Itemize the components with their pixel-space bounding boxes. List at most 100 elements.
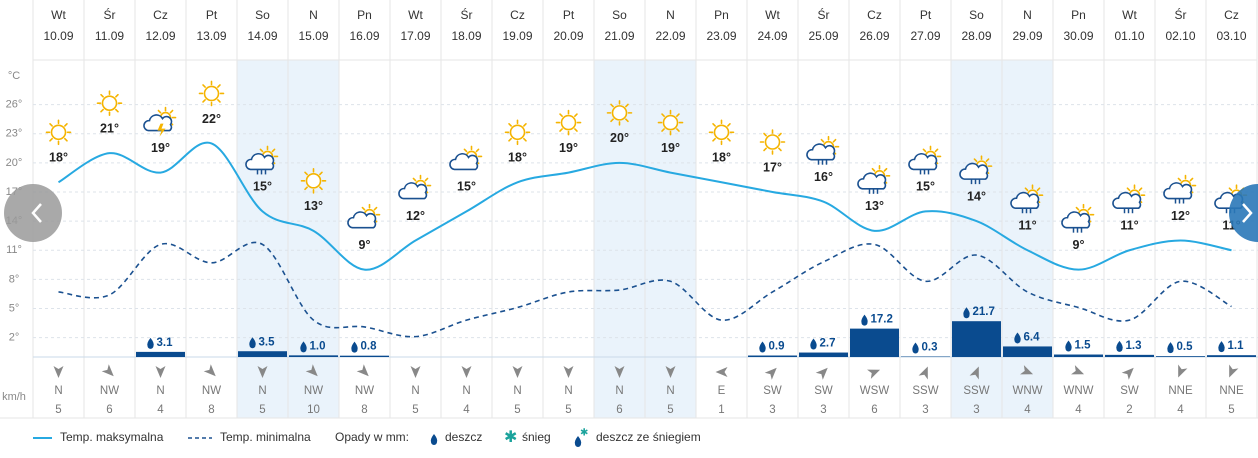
sun-ray (883, 167, 888, 172)
sun-ray (973, 158, 978, 162)
wind-arrow (257, 366, 268, 378)
cloud-icon (1061, 211, 1091, 229)
sun-disc (305, 173, 322, 189)
legend-snow: śnieg (522, 430, 551, 444)
sun-ray (985, 158, 990, 162)
wind-arrow (1178, 364, 1188, 378)
date-label: 29.09 (1012, 29, 1042, 43)
precip-bar (1105, 354, 1154, 357)
nav-next-circle[interactable] (1229, 184, 1258, 242)
wind-direction: N (54, 385, 62, 397)
sun-ray (676, 113, 680, 118)
max-temp-label: 21° (100, 121, 119, 135)
sun-ray (559, 113, 563, 118)
wind-arrow (53, 366, 64, 378)
drop-icon (249, 337, 256, 349)
wind-speed: 8 (208, 404, 214, 416)
weekend-shade (288, 60, 339, 418)
sun-disc (50, 124, 67, 141)
wind-direction: N (411, 385, 419, 397)
wind-direction: NW (202, 385, 221, 397)
sun-ray (610, 103, 614, 108)
wind-arrow (1020, 365, 1034, 375)
sun-ray (1177, 177, 1182, 182)
sun-disc (509, 124, 526, 141)
sun-ray (712, 137, 716, 142)
sun-ray (373, 206, 378, 211)
sun-disc (713, 124, 730, 141)
precip-label: 0.9 (769, 341, 785, 353)
wind-arrow (918, 366, 928, 380)
drop-icon (147, 337, 154, 349)
day-name: So (255, 8, 270, 22)
cloud-icon (806, 143, 836, 161)
sun-icon (759, 129, 786, 155)
max-temp-label: 19° (151, 141, 170, 155)
sun-ray (625, 118, 629, 123)
sun-disc (662, 114, 679, 131)
cloud-icon (1163, 182, 1193, 200)
y-tick-label: 5° (9, 302, 20, 314)
sun-disc (560, 114, 577, 131)
drop-icon (759, 341, 766, 353)
sun-ray (1075, 206, 1080, 211)
sun-ray (676, 128, 680, 132)
cloud-icon (398, 182, 428, 200)
sun-ray (1126, 187, 1131, 192)
sun-ray (574, 113, 578, 118)
precip-bar (799, 352, 848, 357)
wind-speed: 5 (1228, 404, 1234, 416)
date-label: 03.10 (1216, 29, 1246, 43)
date-label: 14.09 (247, 29, 277, 43)
sun-disc (764, 134, 781, 150)
wind-direction: N (258, 385, 266, 397)
sun-icon (45, 119, 72, 146)
bolt-icon (157, 123, 166, 137)
sun-icon (504, 119, 531, 146)
wind-unit: km/h (2, 391, 26, 403)
sun-ray (1228, 187, 1233, 192)
sun-ray (1189, 177, 1194, 182)
wind-speed: 5 (412, 404, 418, 416)
drop-icon (1218, 341, 1225, 353)
day-name: So (612, 8, 627, 22)
wind-speed: 6 (871, 404, 877, 416)
sun-ray (463, 148, 468, 153)
wind-direction: NNE (1219, 385, 1244, 397)
precip-label: 0.5 (1177, 341, 1194, 353)
y-tick-label: 26° (6, 99, 23, 111)
wind-speed: 5 (667, 404, 673, 416)
precip-label: 1.1 (1228, 340, 1245, 352)
day-name: Wt (408, 8, 423, 22)
sun-ray (157, 109, 162, 114)
nav-next[interactable] (1229, 184, 1258, 242)
legend-sleet: deszcz ze śniegiem (596, 430, 701, 444)
nav-prev[interactable] (4, 184, 62, 242)
y-unit: °C (8, 70, 20, 82)
drop-icon (574, 436, 582, 447)
precip-label: 3.1 (157, 337, 174, 349)
sun-ray (217, 84, 221, 88)
sun-ray (424, 177, 429, 182)
max-temp-label: 18° (712, 151, 731, 165)
date-label: 12.09 (145, 29, 175, 43)
date-label: 27.09 (910, 29, 940, 43)
max-temp-label: 18° (49, 151, 68, 165)
sun-icon (96, 90, 123, 116)
max-temp-label: 19° (661, 141, 680, 155)
nav-prev-chevron (31, 203, 42, 223)
wind-speed: 6 (616, 404, 622, 416)
sun-disc (611, 105, 628, 121)
wind-speed: 10 (307, 404, 320, 416)
sun-ray (727, 137, 731, 142)
precip-bar (1156, 356, 1205, 357)
nav-next-chevron (1242, 203, 1253, 223)
sun-ray (319, 171, 323, 176)
date-label: 02.10 (1165, 29, 1195, 43)
sun-ray (475, 148, 480, 153)
max-temp-label: 19° (559, 141, 578, 155)
max-temp-label: 13° (865, 199, 884, 213)
wind-arrow (305, 364, 318, 377)
drop-icon (1014, 332, 1021, 344)
